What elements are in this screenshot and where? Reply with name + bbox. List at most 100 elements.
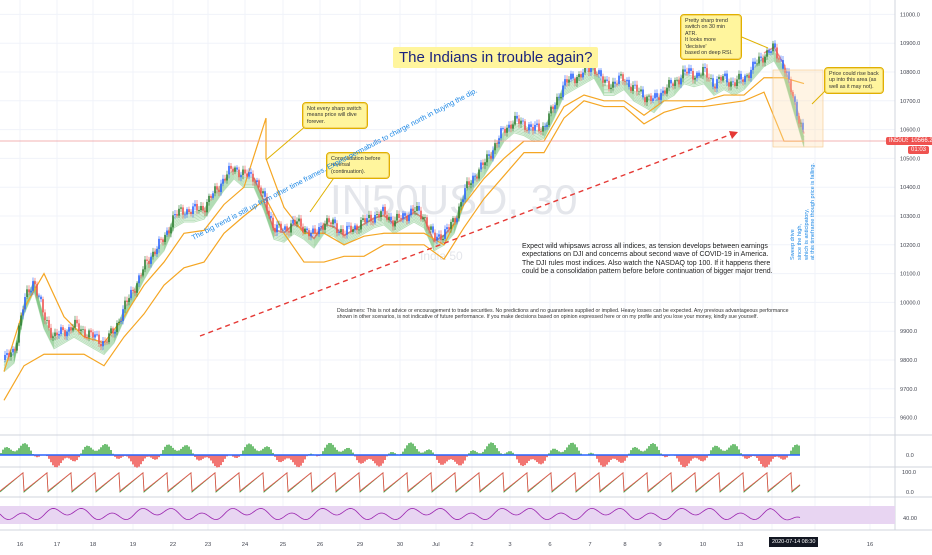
price-axis: 11000.0 10900.0 10800.0 10700.0 10600.0 10500… [894,0,920,530]
candle-body [234,167,236,172]
candle-body [780,59,782,61]
candle-body [188,209,190,212]
candle-body [410,208,412,216]
candle-body [530,124,532,127]
candle-body [354,225,356,230]
candle-body [40,296,42,300]
candle-body [44,312,46,321]
candle-body [618,75,620,84]
candle-body [384,206,386,215]
candle-body [18,325,20,343]
time-tick-label: 2 [470,542,473,548]
candle-body [382,206,384,212]
watermark-name: India 50 [420,249,463,263]
candle-body [296,221,298,224]
candle-body [662,90,664,93]
candle-body [330,222,332,225]
candle-body [664,90,666,94]
rsi-band [0,506,895,524]
candle-body [50,327,52,338]
candle-body [488,154,490,156]
candle-body [142,269,144,276]
time-cursor-label: 2020-07-14 08:30 [769,537,819,547]
candle-body [522,120,524,122]
candle-body [168,230,170,234]
candle-body [304,228,306,233]
candle-body [260,187,262,194]
stochastic-d [0,471,801,492]
candle-body [284,226,286,230]
candle-body [752,61,754,70]
candle-body [332,219,334,225]
price-tick-label: 9900.0 [900,329,917,335]
candle-body [210,195,212,198]
candle-body [84,329,86,338]
candle-body [690,68,692,71]
candle-body [226,174,228,181]
candle-body [58,334,60,336]
candle-body [420,210,422,220]
candle-body [246,173,248,177]
candle-body [554,105,556,110]
candle-body [704,66,706,69]
candle-body [90,330,92,333]
candle-body [82,329,84,331]
candle-body [374,214,376,223]
candle-body [610,87,612,89]
candle-body [748,75,750,79]
candle-body [558,96,560,98]
candle-body [52,336,54,338]
candle-body [660,92,662,100]
candle-body [716,79,718,89]
candle-body [404,213,406,216]
candle-body [688,68,690,74]
candle-body [346,225,348,235]
candle-body [132,289,134,292]
candle-body [272,217,274,228]
candle-body [784,68,786,73]
candle-body [182,207,184,215]
callout-line [811,89,827,105]
candle-body [698,72,700,77]
candle-body [768,50,770,53]
note-rise-back[interactable]: Price could rise back up into this area … [824,67,884,95]
candle-body [668,79,670,88]
note-sharp-switch[interactable]: Not every sharp switch means price will … [302,102,368,130]
candle-body [72,327,74,331]
time-tick-label: 13 [737,542,743,548]
candle-body [758,56,760,64]
price-tick-label: 10100.0 [900,272,920,278]
candle-body [742,79,744,82]
candle-body [322,226,324,230]
candle-body [280,223,282,231]
candle-body [714,86,716,89]
time-tick-label: 26 [317,542,323,548]
candle-body [652,98,654,101]
candle-body [336,223,338,233]
candle-body [128,298,130,302]
candle-body [670,79,672,84]
candle-body [422,217,424,220]
candle-body [692,70,694,80]
candle-body [32,281,34,291]
candle-body [78,323,80,331]
candle-body [228,165,230,175]
candle-body [200,205,202,211]
candle-body [46,320,48,321]
candle-body [582,72,584,78]
candle-body [782,60,784,69]
candle-body [324,224,326,230]
candle-body [244,169,246,174]
candle-body [520,120,522,124]
candle-body [542,126,544,132]
candle-body [214,186,216,194]
candle-body [174,214,176,216]
candle-body [514,115,516,125]
note-trend-switch[interactable]: Pretty sharp trend switch on 30 min ATR.… [680,14,742,61]
price-tick-label: 10900.0 [900,41,920,47]
candle-body [240,175,242,178]
note-consolidation[interactable]: Consolidation before reversal (continuat… [326,152,390,180]
candle-body [590,67,592,73]
candle-body [778,58,780,60]
